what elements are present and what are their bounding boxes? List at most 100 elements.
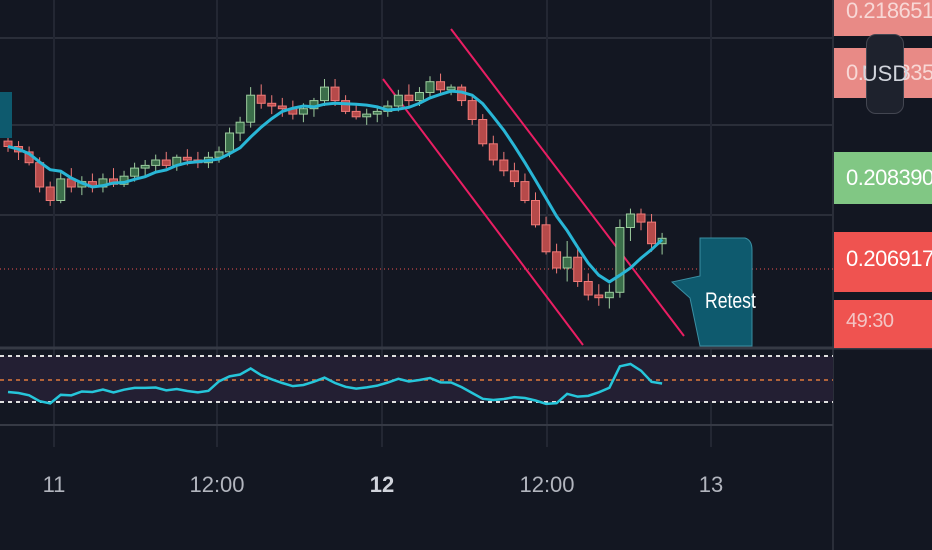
candle: [594, 284, 604, 306]
candle: [45, 181, 55, 206]
candle-body: [488, 143, 498, 161]
ma-line: [7, 89, 664, 284]
candle: [583, 273, 593, 301]
candle-body: [246, 94, 256, 123]
candle: [615, 219, 625, 298]
x-tick-label: 11: [42, 472, 66, 497]
candle-body: [151, 159, 161, 166]
candle-body: [541, 224, 551, 253]
candle: [161, 151, 171, 169]
candle: [488, 135, 498, 166]
candle-body: [214, 151, 224, 158]
candle-body: [625, 213, 635, 228]
candle-body: [552, 251, 562, 269]
price-label-last: 0.20691750: [834, 232, 932, 292]
candle: [467, 95, 477, 125]
candle-body: [520, 181, 530, 202]
channel-lower-line: [382, 78, 584, 346]
x-tick-label: 12:00: [189, 472, 245, 497]
candle-body: [267, 102, 277, 107]
candle: [330, 79, 340, 106]
candle: [425, 76, 435, 98]
candlestick-series: [3, 73, 667, 309]
candle: [256, 84, 266, 109]
candle: [520, 173, 530, 204]
candle-body: [341, 100, 351, 112]
retest-annotation-text: Retest: [705, 288, 756, 313]
candle-body: [404, 94, 414, 102]
candle-body: [298, 108, 308, 115]
candle: [573, 246, 583, 287]
candle-body: [499, 159, 509, 172]
retest-callout-shape: [670, 237, 753, 347]
candle-body: [35, 162, 45, 188]
candle-body: [277, 105, 287, 110]
callouts: [0, 92, 753, 347]
candle: [562, 241, 572, 282]
candle-body: [161, 159, 171, 166]
oscillator-band: [0, 356, 833, 402]
candle-body: [393, 94, 403, 107]
candle-body: [509, 170, 519, 183]
candle-body: [531, 200, 540, 226]
price-label-top: 0.21865138: [834, 0, 932, 36]
candle: [436, 73, 446, 96]
candle-body: [235, 121, 245, 134]
currency-badge[interactable]: USD: [862, 34, 908, 114]
candle-body: [446, 86, 456, 91]
trend-channel[interactable]: [382, 28, 685, 346]
candle-body: [140, 164, 150, 169]
oscillator-line: [7, 362, 663, 406]
candle-body: [647, 221, 657, 245]
price-label-bid: 0.20839058: [834, 152, 932, 204]
x-tick-label: 13: [698, 472, 724, 497]
candle-body: [615, 227, 625, 293]
candle: [552, 243, 562, 274]
candle-body: [330, 86, 340, 102]
candle: [625, 208, 635, 241]
bar-countdown: 49:30: [834, 300, 932, 348]
candle: [636, 208, 646, 231]
oscillator-panel: [0, 355, 833, 403]
candle-body: [425, 81, 435, 93]
candle-body: [478, 119, 488, 145]
candle: [119, 170, 129, 187]
candle: [98, 173, 108, 193]
candle-body: [225, 132, 235, 153]
candle-body: [45, 186, 55, 201]
candle-body: [583, 281, 593, 296]
candle: [235, 116, 245, 142]
candle: [77, 176, 87, 196]
candle: [3, 135, 13, 152]
candle-body: [594, 294, 604, 299]
candle-body: [130, 167, 140, 177]
candle: [509, 162, 519, 187]
candle: [647, 214, 657, 252]
oscillator-path: [7, 362, 663, 406]
moving-average: [7, 89, 664, 284]
candle: [140, 160, 150, 177]
candle-body: [256, 94, 266, 104]
candle-body: [351, 110, 361, 118]
candle-body: [182, 156, 192, 161]
candle-body: [56, 178, 66, 201]
candle-body: [562, 256, 572, 269]
candle: [320, 79, 329, 106]
candle-body: [362, 113, 372, 118]
candle: [362, 108, 372, 125]
candle: [172, 154, 182, 171]
candle: [604, 284, 614, 309]
candle: [372, 106, 382, 123]
candle-body: [436, 81, 446, 91]
left-callout: [0, 92, 12, 138]
candle: [531, 192, 540, 228]
x-tick-label: 12: [369, 472, 395, 497]
candle: [404, 84, 414, 106]
candle: [87, 173, 97, 193]
candle: [56, 170, 66, 204]
candle: [277, 97, 287, 117]
candle: [499, 151, 509, 177]
candle-body: [604, 291, 614, 299]
